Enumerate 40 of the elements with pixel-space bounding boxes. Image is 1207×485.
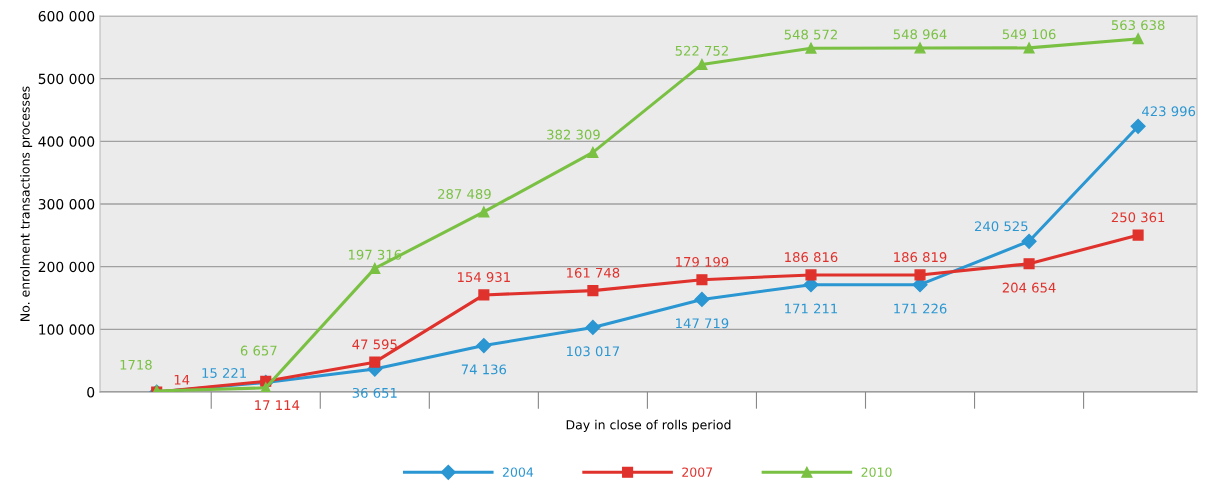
y-tick-label: 100 000 <box>39 324 95 335</box>
y-tick-label: 400 000 <box>38 136 95 147</box>
data-label: 287 489 <box>438 189 491 199</box>
data-label: 14 <box>174 374 190 385</box>
data-label: 204 654 <box>1002 282 1056 293</box>
data-label: 423 996 <box>1142 106 1196 117</box>
data-label: 240 525 <box>974 221 1028 232</box>
data-label: 179 199 <box>676 256 729 267</box>
data-label: 154 931 <box>458 272 510 283</box>
y-tick-label: 500 000 <box>38 73 95 85</box>
data-label: 1718 <box>120 359 152 370</box>
y-tick-label: 0 <box>87 386 95 398</box>
y-tick-label: 300 000 <box>38 198 95 210</box>
data-label: 15 221 <box>202 367 246 378</box>
data-label: 382 309 <box>547 129 600 140</box>
text: 2010 <box>861 467 892 477</box>
data-label: 171 211 <box>785 303 838 314</box>
data-label: 147 719 <box>676 318 729 329</box>
data-label: 186 819 <box>894 252 947 263</box>
data-label: 548 964 <box>893 29 947 40</box>
data-label: 17 114 <box>255 400 300 410</box>
text: 2004 <box>502 467 534 477</box>
data-label: 186 816 <box>785 252 838 263</box>
data-label: 171 226 <box>894 303 947 314</box>
y-axis-title: No. enrolment transactions processes <box>20 86 33 321</box>
data-label: 161 748 <box>567 267 620 278</box>
text: 2007 <box>682 467 713 477</box>
data-label: 103 017 <box>567 346 620 357</box>
data-label: 522 752 <box>675 45 728 56</box>
data-label: 250 361 <box>1111 212 1165 223</box>
x-axis-title: Day in close of rolls period <box>566 419 731 432</box>
data-label: 36 651 <box>352 387 397 398</box>
data-label: 563 638 <box>1111 20 1165 31</box>
y-tick-label: 200 000 <box>38 261 95 273</box>
y-tick-label: 600 000 <box>38 10 95 22</box>
data-label: 74 136 <box>461 364 507 375</box>
data-label: 47 595 <box>352 339 397 350</box>
data-label: 548 572 <box>784 29 837 40</box>
data-label: 549 106 <box>1002 29 1056 40</box>
data-label: 6 657 <box>240 345 277 356</box>
